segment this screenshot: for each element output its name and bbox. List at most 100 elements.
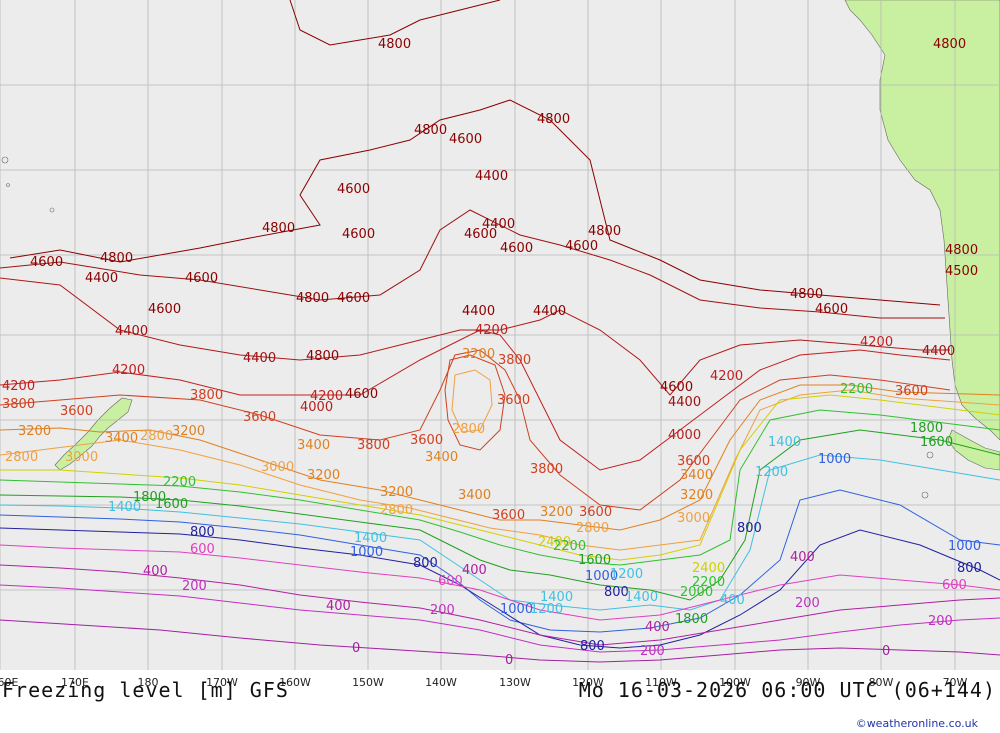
new-zealand-land xyxy=(54,397,133,471)
label-3200: 3200 xyxy=(307,468,340,483)
label-1200: 1200 xyxy=(530,602,563,617)
label-400: 400 xyxy=(790,550,815,565)
contour-4600 xyxy=(0,209,945,319)
label-2800: 2800 xyxy=(380,503,413,518)
label-1800: 1800 xyxy=(675,612,708,627)
label-3200: 3200 xyxy=(680,488,713,503)
label-1800: 1800 xyxy=(133,490,166,505)
label-4400: 4400 xyxy=(922,344,955,359)
contour-1600 xyxy=(0,429,1000,601)
label-2800: 2800 xyxy=(452,422,485,437)
label-3000: 3000 xyxy=(677,511,710,526)
label-2200: 2200 xyxy=(840,382,873,397)
label-4200: 4200 xyxy=(2,379,35,394)
longitude-label: 160W xyxy=(279,676,311,689)
label-4600: 4600 xyxy=(148,302,181,317)
label-3400: 3400 xyxy=(297,438,330,453)
label-4800: 4800 xyxy=(262,221,295,236)
label-2800: 2800 xyxy=(5,450,38,465)
label-4600: 4600 xyxy=(660,380,693,395)
longitude-label: 140W xyxy=(425,676,457,689)
label-3800: 3800 xyxy=(357,438,390,453)
label-400: 400 xyxy=(326,599,351,614)
label-4600: 4600 xyxy=(500,241,533,256)
label-4400: 4400 xyxy=(533,304,566,319)
label-0: 0 xyxy=(352,641,360,656)
label-1400: 1400 xyxy=(625,590,658,605)
freezing-level-map: 4800 4800 4800 4800 4600 4400 4600 4800 … xyxy=(0,0,1000,670)
label-2400: 2400 xyxy=(538,535,571,550)
longitude-label: 70W xyxy=(942,676,968,689)
label-800: 800 xyxy=(737,521,762,536)
label-2200: 2200 xyxy=(163,475,196,490)
footer-bar xyxy=(0,670,1000,733)
label-2000: 2000 xyxy=(680,585,713,600)
label-4200: 4200 xyxy=(860,335,893,350)
label-1400: 1400 xyxy=(108,500,141,515)
label-4800: 4800 xyxy=(945,243,978,258)
label-800: 800 xyxy=(580,639,605,654)
longitude-label: 100W xyxy=(719,676,751,689)
label-400: 400 xyxy=(645,620,670,635)
label-4200: 4200 xyxy=(310,389,343,404)
label-1600: 1600 xyxy=(578,553,611,568)
label-4400: 4400 xyxy=(482,217,515,232)
label-3200: 3200 xyxy=(462,347,495,362)
contour-bulge-3000 xyxy=(451,369,493,433)
label-1000: 1000 xyxy=(818,452,851,467)
credit-link[interactable]: ©weatheronline.co.uk xyxy=(855,717,978,730)
label-3600: 3600 xyxy=(579,505,612,520)
label-600: 600 xyxy=(190,542,215,557)
longitude-label: 170W xyxy=(206,676,238,689)
label-200: 200 xyxy=(430,603,455,618)
label-4800: 4800 xyxy=(414,123,447,138)
label-2800: 2800 xyxy=(140,429,173,444)
label-4400: 4400 xyxy=(243,351,276,366)
label-4500: 4500 xyxy=(945,264,978,279)
longitude-label: 110W xyxy=(645,676,677,689)
product-title: Freezing level [m] GFS xyxy=(2,678,289,702)
label-4400: 4400 xyxy=(115,324,148,339)
valid-time: Mo 16-03-2026 06:00 UTC (06+144) xyxy=(578,678,996,702)
label-200: 200 xyxy=(640,644,665,659)
label-4000: 4000 xyxy=(668,428,701,443)
label-1600: 1600 xyxy=(155,497,188,512)
longitude-label: 150W xyxy=(352,676,384,689)
contour-labels: 4800 4800 4800 4800 4600 4400 4600 4800 … xyxy=(2,37,982,668)
label-800: 800 xyxy=(413,556,438,571)
label-800: 800 xyxy=(604,585,629,600)
label-3800: 3800 xyxy=(530,462,563,477)
label-0: 0 xyxy=(505,653,513,668)
label-4800: 4800 xyxy=(790,287,823,302)
label-4800: 4800 xyxy=(306,349,339,364)
contour-4800-central xyxy=(9,99,941,306)
label-4400: 4400 xyxy=(475,169,508,184)
label-3600: 3600 xyxy=(410,433,443,448)
label-4400: 4400 xyxy=(462,304,495,319)
label-3600: 3600 xyxy=(492,508,525,523)
contour-600 xyxy=(0,544,1000,621)
label-3200: 3200 xyxy=(18,424,51,439)
label-1800: 1800 xyxy=(910,421,943,436)
label-4000: 4000 xyxy=(300,400,333,415)
label-4600: 4600 xyxy=(449,132,482,147)
contour-3800 xyxy=(0,349,951,511)
label-3200: 3200 xyxy=(540,505,573,520)
label-4800: 4800 xyxy=(378,37,411,52)
label-3400: 3400 xyxy=(425,450,458,465)
contour-800 xyxy=(0,527,1000,649)
label-4400: 4400 xyxy=(668,395,701,410)
label-2200: 2200 xyxy=(553,539,586,554)
label-4600: 4600 xyxy=(30,255,63,270)
label-1400: 1400 xyxy=(540,590,573,605)
contour-2000 xyxy=(0,409,1000,566)
label-3400: 3400 xyxy=(680,468,713,483)
label-3400: 3400 xyxy=(105,431,138,446)
label-200: 200 xyxy=(795,596,820,611)
label-3800: 3800 xyxy=(498,353,531,368)
label-1200: 1200 xyxy=(610,567,643,582)
label-3600: 3600 xyxy=(497,393,530,408)
island-marks xyxy=(1,156,934,499)
label-4600: 4600 xyxy=(565,239,598,254)
label-600: 600 xyxy=(942,578,967,593)
